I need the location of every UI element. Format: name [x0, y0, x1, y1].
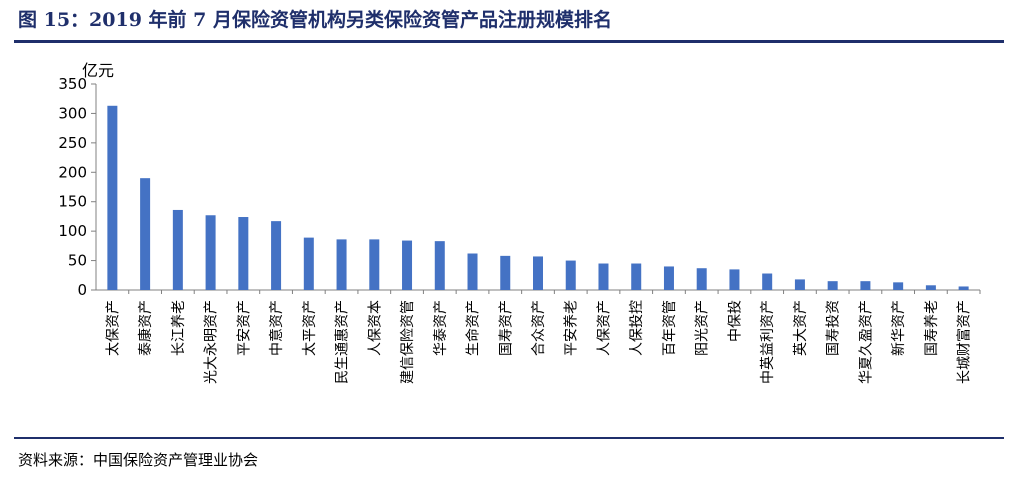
- x-tick-label: 民生通惠资产: [335, 300, 351, 384]
- bar: [598, 263, 609, 290]
- bar: [500, 255, 511, 290]
- bar: [271, 221, 282, 290]
- y-tick-label: 300: [58, 104, 87, 122]
- x-tick-label: 长城财富资产: [956, 300, 973, 384]
- bar: [565, 260, 576, 290]
- bar: [925, 285, 936, 290]
- x-tick-label: 新华资产: [891, 300, 907, 356]
- x-tick-label: 人保资产: [596, 300, 612, 356]
- x-tick-label: 人保投控: [629, 300, 645, 356]
- x-tick-label: 国寿养老: [923, 300, 940, 356]
- x-tick-label: 人保资本: [367, 300, 383, 356]
- bar: [860, 281, 871, 290]
- x-tick-label: 百年资管: [662, 300, 678, 356]
- x-tick-label: 太平资产: [302, 300, 318, 356]
- x-tick-label: 华夏久盈资产: [858, 300, 874, 384]
- bar: [303, 237, 314, 290]
- y-tick-label: 100: [58, 222, 87, 240]
- y-tick-label: 0: [77, 281, 87, 299]
- x-tick-label: 阳光资产: [695, 300, 711, 356]
- bar: [434, 241, 445, 290]
- bar: [205, 215, 216, 290]
- x-tick-label: 生命资产: [465, 300, 482, 356]
- bar: [958, 286, 969, 290]
- bar: [729, 269, 740, 290]
- x-tick-label: 英大资产: [792, 300, 809, 356]
- y-axis-label: 亿元: [82, 61, 114, 80]
- bar: [893, 282, 904, 290]
- x-tick-label: 中保投: [727, 300, 743, 342]
- chart-title: 图 15：2019 年前 7 月保险资管机构另类保险资管产品注册规模排名: [18, 9, 613, 31]
- bar: [402, 240, 413, 290]
- bar: [172, 209, 183, 290]
- x-tick-label: 国寿投资: [825, 300, 842, 356]
- x-tick-label: 平安资产: [236, 300, 252, 356]
- title-divider: [14, 40, 1004, 43]
- x-tick-label: 长江养老: [171, 300, 187, 356]
- bar: [794, 279, 805, 290]
- bar: [140, 178, 151, 290]
- x-tick-label: 太保资产: [105, 300, 121, 356]
- bar: [467, 253, 478, 290]
- bar: [336, 239, 347, 290]
- x-tick-label: 合众资产: [531, 300, 547, 356]
- footer-divider: [14, 437, 1004, 439]
- y-tick-label: 250: [58, 134, 87, 152]
- bar: [238, 217, 249, 290]
- x-tick-label: 中英益利资产: [759, 300, 776, 384]
- x-tick-label: 平安养老: [564, 300, 580, 356]
- x-tick-label: 泰康资产: [137, 300, 154, 356]
- bar: [107, 105, 118, 290]
- x-tick-label: 光大永明资产: [204, 300, 220, 384]
- bar: [631, 263, 642, 290]
- y-tick-label: 200: [58, 163, 87, 181]
- bar: [827, 281, 838, 290]
- y-tick-label: 50: [68, 252, 87, 270]
- bar: [696, 268, 707, 290]
- y-tick-label: 350: [58, 75, 87, 93]
- x-tick-label: 华泰资产: [433, 300, 449, 356]
- x-tick-label: 国寿资产: [497, 300, 514, 356]
- bar: [533, 256, 543, 290]
- bar: [663, 266, 674, 290]
- y-tick-label: 150: [58, 193, 87, 211]
- bar: [762, 273, 773, 290]
- x-tick-label: 建信保险资管: [400, 300, 416, 384]
- bar: [369, 239, 380, 290]
- x-tick-label: 中意资产: [268, 300, 285, 356]
- source-note: 资料来源：中国保险资产管理业协会: [18, 451, 259, 469]
